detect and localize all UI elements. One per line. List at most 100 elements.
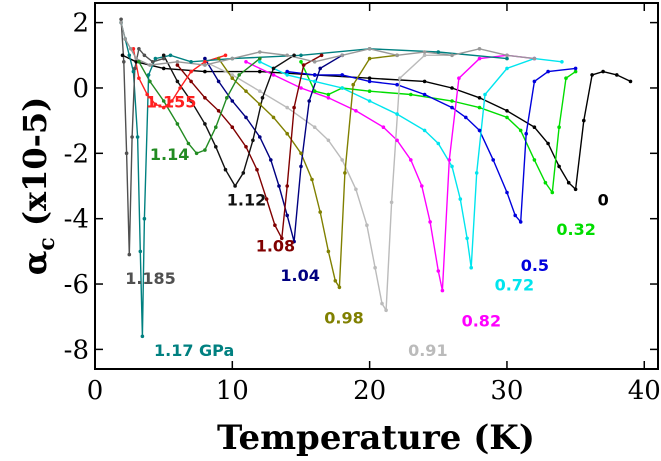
data-point-1-14 xyxy=(237,73,241,77)
data-point-1-17-gpa xyxy=(436,50,441,54)
plot-frame xyxy=(94,2,659,370)
data-point-0-91 xyxy=(312,125,317,129)
data-point-1-155 xyxy=(170,99,174,103)
data-point-series-14 xyxy=(203,63,207,67)
data-point-0 xyxy=(203,69,207,74)
data-point-0-5 xyxy=(524,131,528,136)
data-point-1-14 xyxy=(186,141,191,146)
axis-ticks xyxy=(94,3,658,369)
data-point-1-04 xyxy=(258,135,262,139)
data-point-series-14 xyxy=(119,20,123,25)
data-point-1-08 xyxy=(285,184,290,188)
curve-1-155 xyxy=(132,48,226,109)
data-point-0 xyxy=(582,118,586,123)
data-point-0-82 xyxy=(420,184,424,188)
data-point-0-72 xyxy=(367,99,372,103)
data-point-1-17-gpa xyxy=(138,249,143,254)
data-point-1-17-gpa xyxy=(299,53,303,58)
data-point-0-98 xyxy=(367,56,372,61)
data-point-0 xyxy=(134,60,138,64)
data-point-1-12 xyxy=(223,167,228,172)
data-point-1-08 xyxy=(280,236,284,241)
data-point-1-14 xyxy=(258,56,262,61)
data-point-series-14 xyxy=(134,56,138,61)
data-point-0-5 xyxy=(532,79,537,84)
data-point-0-72 xyxy=(312,79,317,84)
data-point-1-14 xyxy=(225,96,229,100)
data-markers xyxy=(119,17,633,339)
curve-label-1-155: 1.155 xyxy=(146,93,197,112)
data-point-0 xyxy=(505,109,509,113)
y-axis-label-units: (x10-5) xyxy=(16,97,54,238)
data-point-1-14 xyxy=(137,60,141,64)
data-point-0-32 xyxy=(450,99,454,103)
data-point-1-08 xyxy=(244,145,248,149)
data-point-0-5 xyxy=(312,73,317,77)
data-point-0-72 xyxy=(395,112,399,116)
x-tick-label: 40 xyxy=(628,376,661,406)
data-point-0-72 xyxy=(465,236,469,241)
data-point-0 xyxy=(450,86,454,90)
data-point-0 xyxy=(120,53,125,58)
data-point-1-08 xyxy=(189,79,193,84)
data-point-series-14 xyxy=(505,53,509,58)
data-point-1-17-gpa xyxy=(153,56,158,61)
data-point-1-04 xyxy=(307,99,312,103)
x-axis-label: Temperature (K) xyxy=(217,418,535,458)
y-tick-label: 2 xyxy=(72,9,89,39)
data-point-series-14 xyxy=(532,56,537,61)
curve-label-0-32: 0.32 xyxy=(556,220,595,239)
data-point-0-91 xyxy=(422,53,427,58)
data-point-0-72 xyxy=(340,86,345,90)
curve-label-0-91: 0.91 xyxy=(408,341,447,360)
data-point-0 xyxy=(546,141,550,146)
data-point-1-12 xyxy=(175,79,180,84)
curve-label-1-17-gpa: 1.17 GPa xyxy=(154,341,234,360)
data-point-1-155 xyxy=(153,102,158,107)
data-point-1-17-gpa xyxy=(131,69,136,74)
data-point-1-155 xyxy=(131,47,136,51)
data-point-series-14 xyxy=(312,60,317,64)
data-point-1-17-gpa xyxy=(146,73,151,77)
y-tick-label: -6 xyxy=(64,270,89,300)
data-point-1-14 xyxy=(148,79,152,84)
data-point-0-5 xyxy=(513,213,517,218)
data-point-0-82 xyxy=(244,60,248,64)
data-point-0-91 xyxy=(389,200,394,205)
y-axis-label: αc (x10-5) xyxy=(16,97,60,276)
data-point-series-14 xyxy=(123,37,127,41)
y-axis-label-subscript: c xyxy=(34,237,60,250)
data-point-1-185 xyxy=(161,56,166,61)
data-point-0 xyxy=(590,73,594,77)
data-point-1-185 xyxy=(124,151,129,156)
curve-label-0-98: 0.98 xyxy=(324,308,363,327)
data-point-0-5 xyxy=(422,92,427,97)
data-point-0 xyxy=(573,187,578,192)
data-point-1-08 xyxy=(230,125,235,129)
data-point-0-72 xyxy=(483,92,487,97)
data-point-series-14 xyxy=(477,47,482,51)
data-point-1-12 xyxy=(292,53,296,58)
data-point-0-82 xyxy=(326,96,331,100)
data-point-1-155 xyxy=(189,69,193,74)
data-point-0-98 xyxy=(299,151,303,156)
data-point-0-5 xyxy=(367,79,372,84)
data-point-0-5 xyxy=(285,69,290,74)
curve-1-12 xyxy=(163,54,295,188)
data-point-0-5 xyxy=(546,69,550,74)
data-point-0-32 xyxy=(409,92,413,97)
data-point-1-185 xyxy=(122,60,126,64)
curve-labels: 00.32 0.50.72 0.82 0.91 0.98 1.04 1.08 1.12 1.14… xyxy=(125,93,609,360)
data-point-1-04 xyxy=(318,66,323,71)
data-point-1-08 xyxy=(216,109,221,113)
data-point-0 xyxy=(615,73,619,77)
x-tick-label: 30 xyxy=(490,376,523,406)
data-point-0-98 xyxy=(244,89,248,93)
curve-1-185 xyxy=(120,19,164,255)
data-point-1-12 xyxy=(233,184,237,188)
data-point-0-72 xyxy=(422,128,427,133)
data-point-0-32 xyxy=(564,76,568,80)
data-point-0-82 xyxy=(395,138,399,143)
data-point-1-14 xyxy=(175,122,180,126)
